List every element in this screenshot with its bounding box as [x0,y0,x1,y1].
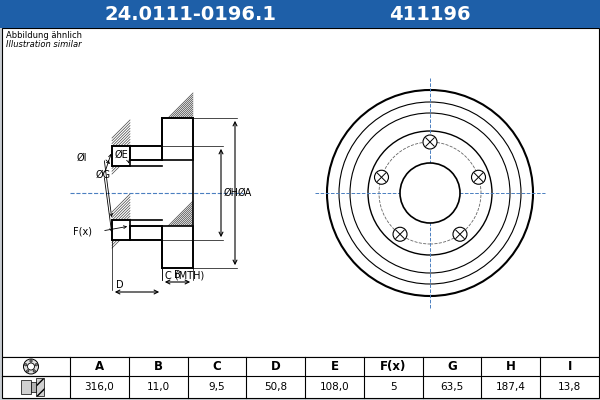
Text: C: C [212,360,221,373]
Circle shape [472,170,485,184]
Text: ØI: ØI [77,153,87,163]
Polygon shape [162,118,193,160]
Text: I: I [568,360,572,373]
Circle shape [400,163,460,223]
Circle shape [423,135,437,149]
Text: D: D [271,360,281,373]
Text: E: E [331,360,338,373]
Text: G: G [447,360,457,373]
Text: 50,8: 50,8 [264,382,287,392]
Polygon shape [130,226,162,240]
Polygon shape [112,146,130,166]
Bar [2,357,599,398]
Bar [36,378,44,396]
Polygon shape [130,146,162,160]
Text: 187,4: 187,4 [496,382,526,392]
Text: ØE: ØE [114,150,128,160]
Circle shape [30,360,32,362]
Circle shape [368,131,492,255]
Circle shape [23,359,38,374]
Text: 13,8: 13,8 [558,382,581,392]
Text: 9,5: 9,5 [209,382,225,392]
Text: B: B [154,360,163,373]
Bar [2,28,599,357]
Polygon shape [162,226,193,268]
Text: H: H [506,360,516,373]
Text: F(x): F(x) [73,226,92,236]
Circle shape [374,170,388,184]
Circle shape [453,227,467,241]
Bar [31,382,36,392]
Text: 316,0: 316,0 [85,382,114,392]
Text: ØG: ØG [96,170,111,180]
Polygon shape [112,220,130,240]
Text: 11,0: 11,0 [146,382,170,392]
Bar [0,0,600,28]
Text: 63,5: 63,5 [440,382,464,392]
Circle shape [26,370,29,372]
Text: Illustration similar: Illustration similar [6,40,82,49]
Text: 24.0111-0196.1: 24.0111-0196.1 [104,4,276,24]
Circle shape [327,90,533,296]
Circle shape [28,363,35,370]
Text: ØH: ØH [224,188,239,198]
Text: B: B [174,270,181,280]
Text: Abbildung ähnlich: Abbildung ähnlich [6,31,82,40]
Text: A: A [95,360,104,373]
Bar [21,380,31,394]
Text: D: D [116,280,124,290]
Text: 5: 5 [390,382,397,392]
Text: ØA: ØA [238,188,252,198]
Circle shape [25,364,27,366]
Circle shape [393,227,407,241]
Circle shape [35,364,37,366]
Text: F(x): F(x) [380,360,406,373]
Text: 411196: 411196 [389,4,471,24]
Circle shape [33,370,35,372]
Text: C (MTH): C (MTH) [165,270,204,280]
Text: 108,0: 108,0 [320,382,349,392]
